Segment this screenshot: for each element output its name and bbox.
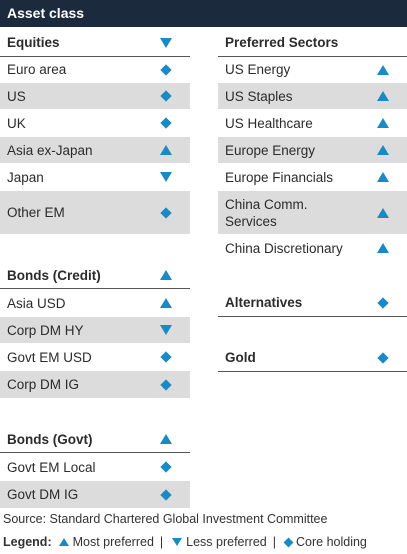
row-label: Asia USD: [7, 295, 66, 311]
core-holding-icon: [160, 90, 172, 102]
sector-row-us-energy: US Energy: [218, 57, 407, 82]
bonds-credit-row-govt-em-usd: Govt EM USD: [0, 344, 190, 370]
gold-heading: Gold: [218, 344, 407, 372]
sector-row-china-discretionary: China Discretionary: [218, 235, 407, 261]
row-label: US: [7, 88, 26, 104]
bonds-credit-heading: Bonds (Credit): [0, 262, 190, 289]
sector-row-us-staples: US Staples: [218, 83, 407, 109]
row-label-line1: China Comm.: [225, 196, 308, 212]
most-preferred-icon: [377, 172, 389, 182]
core-holding-icon: [160, 117, 172, 129]
legend-separator: |: [272, 535, 276, 549]
legend: Legend: Most preferred | Less preferred …: [3, 535, 367, 549]
core-holding-icon: [160, 63, 172, 76]
bonds-credit-heading-label: Bonds (Credit): [7, 267, 101, 283]
core-holding-icon: [160, 206, 172, 219]
core-holding-icon: [160, 461, 172, 473]
bonds-credit-row-corp-dm-ig: Corp DM IG: [0, 371, 190, 398]
row-label: Other EM: [7, 205, 65, 220]
row-label: Europe Energy: [225, 142, 316, 158]
alternatives-heading-label: Alternatives: [225, 295, 303, 310]
most-preferred-icon: [160, 270, 172, 280]
row-label: UK: [7, 115, 26, 131]
legend-core-holding: Core holding: [296, 535, 367, 549]
header-title: Asset class: [7, 5, 85, 21]
most-preferred-icon: [377, 118, 389, 128]
row-label: China Comm. Services: [225, 196, 308, 230]
asset-class-header: Asset class: [0, 0, 407, 27]
most-preferred-icon: [377, 64, 389, 75]
row-label: Govt DM IG: [7, 487, 79, 502]
sector-row-us-healthcare: US Healthcare: [218, 110, 407, 136]
equities-row-euro-area: Euro area: [0, 57, 190, 82]
core-holding-icon: [283, 537, 294, 547]
core-holding-icon: [160, 351, 172, 363]
row-label: US Healthcare: [225, 115, 313, 131]
bonds-govt-row-govt-dm-ig: Govt DM IG: [0, 481, 190, 508]
equities-row-uk: UK: [0, 110, 190, 136]
sector-row-europe-energy: Europe Energy: [218, 137, 407, 163]
alternatives-heading: Alternatives: [218, 289, 407, 317]
equities-row-other-em: Other EM: [0, 191, 190, 234]
row-label: Japan: [7, 169, 44, 185]
legend-most-preferred: Most preferred: [72, 535, 154, 549]
most-preferred-icon: [58, 538, 69, 546]
gold-heading-label: Gold: [225, 350, 256, 365]
legend-less-preferred: Less preferred: [186, 535, 267, 549]
core-holding-icon: [377, 351, 389, 364]
preferred-sectors-heading-label: Preferred Sectors: [225, 35, 339, 50]
less-preferred-icon: [160, 325, 172, 335]
row-label: Corp DM IG: [7, 377, 80, 392]
most-preferred-icon: [377, 243, 389, 253]
equities-row-us: US: [0, 83, 190, 109]
row-label: Europe Financials: [225, 169, 334, 185]
most-preferred-icon: [160, 434, 172, 444]
preferred-sectors-heading: Preferred Sectors: [218, 29, 407, 57]
row-label: Govt EM USD: [7, 349, 92, 365]
legend-separator: |: [159, 535, 164, 549]
row-label: US Staples: [225, 88, 293, 104]
bonds-govt-row-govt-em-local: Govt EM Local: [0, 454, 190, 480]
row-label-line2: Services: [225, 213, 277, 229]
core-holding-icon: [377, 296, 389, 309]
row-label: Euro area: [7, 62, 67, 77]
right-column: Preferred Sectors US Energy US Staples U…: [218, 0, 407, 510]
bonds-govt-heading: Bonds (Govt): [0, 426, 190, 453]
less-preferred-icon: [172, 538, 183, 546]
most-preferred-icon: [377, 145, 389, 155]
bonds-credit-row-corp-dm-hy: Corp DM HY: [0, 317, 190, 343]
equities-row-asia-ex-japan: Asia ex-Japan: [0, 137, 190, 163]
less-preferred-icon: [160, 172, 172, 182]
most-preferred-icon: [377, 207, 389, 218]
row-label: Govt EM Local: [7, 459, 96, 475]
equities-row-japan: Japan: [0, 164, 190, 190]
most-preferred-icon: [377, 91, 389, 101]
core-holding-icon: [160, 488, 172, 501]
bonds-govt-heading-label: Bonds (Govt): [7, 431, 93, 447]
equities-heading-label: Equities: [7, 35, 60, 50]
left-column: Equities Euro area US UK Asia ex-Japan J…: [0, 0, 190, 510]
bonds-credit-row-asia-usd: Asia USD: [0, 290, 190, 316]
equities-heading: Equities: [0, 29, 190, 57]
less-preferred-icon: [160, 37, 172, 48]
most-preferred-icon: [160, 145, 172, 155]
source-note: Source: Standard Chartered Global Invest…: [3, 512, 328, 526]
row-label: China Discretionary: [225, 240, 343, 256]
sector-row-europe-financials: Europe Financials: [218, 164, 407, 190]
row-label: US Energy: [225, 62, 291, 77]
most-preferred-icon: [160, 298, 172, 308]
row-label: Asia ex-Japan: [7, 142, 93, 158]
sector-row-china-comm-services: China Comm. Services: [218, 191, 407, 234]
legend-title: Legend:: [3, 535, 52, 549]
row-label: Corp DM HY: [7, 322, 84, 338]
core-holding-icon: [160, 378, 172, 391]
